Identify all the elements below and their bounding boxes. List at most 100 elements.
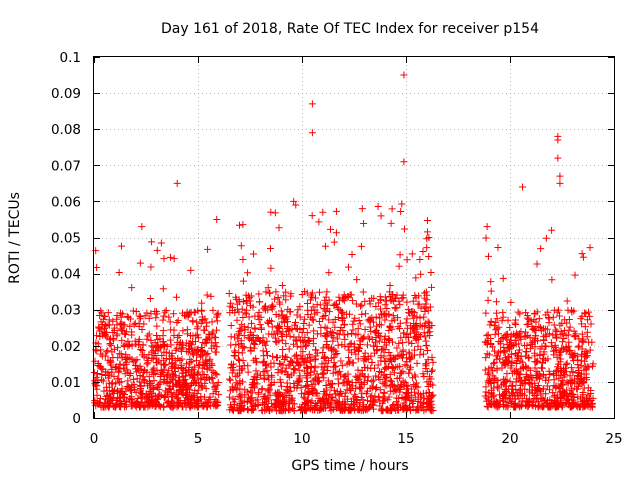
data-point xyxy=(192,379,200,387)
data-point xyxy=(151,352,159,360)
data-point xyxy=(489,372,497,380)
data-point xyxy=(292,324,300,332)
data-point xyxy=(248,406,256,414)
data-point xyxy=(523,348,531,356)
data-point xyxy=(179,373,187,381)
data-point xyxy=(507,343,515,351)
data-point xyxy=(249,379,257,387)
data-point xyxy=(429,358,437,366)
data-point xyxy=(307,296,315,304)
y-tick-label: 0.08 xyxy=(51,122,81,138)
data-point xyxy=(386,322,394,330)
data-point xyxy=(184,395,192,403)
data-point xyxy=(373,383,381,391)
data-point xyxy=(229,395,237,403)
data-point xyxy=(300,401,308,409)
data-point xyxy=(572,402,580,410)
data-point xyxy=(570,352,578,360)
data-point xyxy=(356,340,364,348)
data-point xyxy=(354,366,362,374)
data-point xyxy=(558,338,566,346)
data-point xyxy=(529,399,537,407)
data-point xyxy=(242,291,250,299)
data-point xyxy=(156,344,164,352)
data-point xyxy=(428,366,436,374)
data-point xyxy=(260,305,268,313)
data-point xyxy=(315,394,323,402)
data-point xyxy=(389,338,397,346)
data-point xyxy=(566,390,574,398)
data-point xyxy=(122,403,130,411)
data-point xyxy=(381,335,389,343)
data-point xyxy=(376,305,384,313)
data-point xyxy=(502,387,510,395)
data-point xyxy=(308,289,316,297)
data-point xyxy=(370,318,378,326)
data-point xyxy=(494,243,502,251)
data-point xyxy=(234,407,242,415)
data-point xyxy=(173,179,181,187)
data-point xyxy=(94,360,102,368)
data-point xyxy=(160,375,168,383)
data-point xyxy=(247,394,255,402)
data-point xyxy=(363,341,371,349)
data-point xyxy=(349,320,357,328)
data-point xyxy=(368,336,376,344)
data-point xyxy=(270,359,278,367)
data-point xyxy=(109,317,117,325)
data-point xyxy=(398,381,406,389)
data-point xyxy=(321,242,329,250)
data-point xyxy=(226,401,234,409)
data-point xyxy=(239,256,247,264)
data-point xyxy=(427,268,435,276)
data-point xyxy=(175,387,183,395)
data-point xyxy=(169,354,177,362)
data-point xyxy=(236,366,244,374)
data-point xyxy=(148,342,156,350)
data-point xyxy=(274,354,282,362)
data-point xyxy=(395,339,403,347)
data-point xyxy=(251,312,259,320)
data-point xyxy=(160,255,168,263)
data-point xyxy=(507,364,515,372)
data-point xyxy=(264,306,272,314)
data-point xyxy=(176,356,184,364)
data-point xyxy=(128,400,136,408)
data-point xyxy=(238,320,246,328)
data-point xyxy=(556,172,564,180)
data-point xyxy=(141,395,149,403)
data-point xyxy=(382,364,390,372)
data-point xyxy=(117,319,125,327)
data-point xyxy=(305,337,313,345)
data-point xyxy=(296,403,304,411)
data-point xyxy=(489,360,497,368)
data-point xyxy=(555,385,563,393)
data-point xyxy=(267,264,275,272)
data-point xyxy=(158,352,166,360)
data-point xyxy=(302,406,310,414)
data-point xyxy=(357,394,365,402)
data-point xyxy=(322,392,330,400)
data-point xyxy=(500,402,508,410)
data-point xyxy=(251,325,259,333)
data-point xyxy=(386,282,394,290)
data-point xyxy=(300,393,308,401)
data-point xyxy=(357,242,365,250)
data-point xyxy=(300,325,308,333)
data-point xyxy=(382,297,390,305)
data-point xyxy=(519,363,527,371)
data-point xyxy=(499,313,507,321)
data-point xyxy=(387,377,395,385)
data-point xyxy=(113,401,121,409)
data-point xyxy=(578,337,586,345)
data-point xyxy=(280,314,288,322)
data-point xyxy=(116,360,124,368)
data-point xyxy=(377,212,385,220)
data-point xyxy=(512,366,520,374)
data-point xyxy=(355,317,363,325)
data-point xyxy=(197,350,205,358)
data-point xyxy=(557,347,565,355)
data-point xyxy=(131,337,139,345)
data-point xyxy=(384,336,392,344)
data-point xyxy=(535,315,543,323)
